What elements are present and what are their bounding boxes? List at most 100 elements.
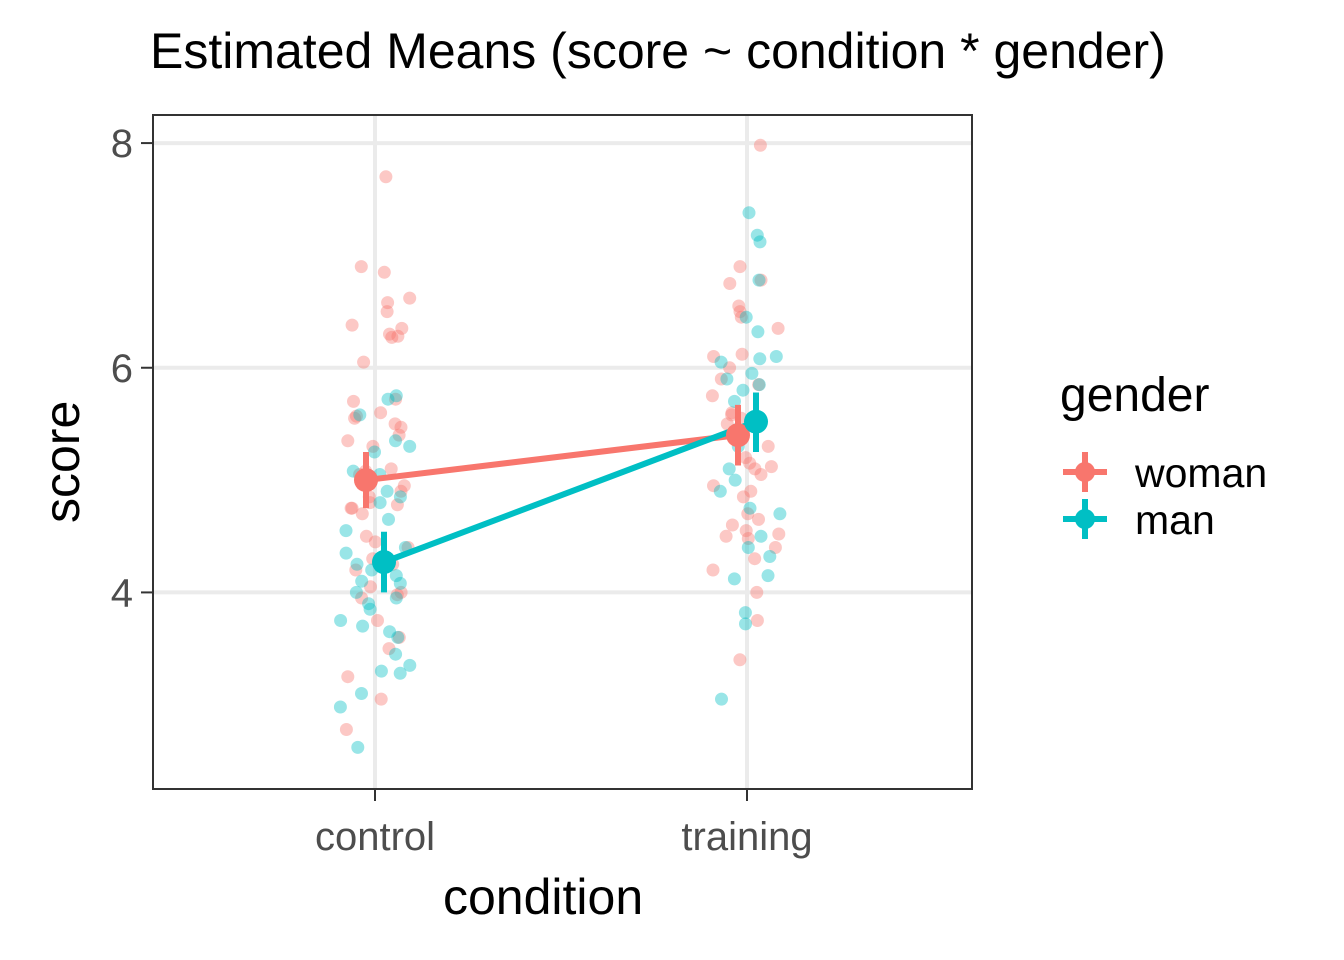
data-point-man: [403, 439, 417, 453]
data-point-man: [383, 625, 397, 639]
mean-point-man: [744, 409, 768, 434]
data-point-woman: [377, 265, 391, 279]
data-point-woman: [752, 512, 765, 526]
data-point-woman: [344, 501, 358, 515]
mean-point-woman: [354, 468, 378, 493]
data-point-woman: [345, 501, 359, 515]
legend-keys: [1063, 452, 1107, 539]
data-point-man: [403, 658, 417, 672]
mean-line-man: [382, 418, 758, 565]
data-point-woman: [719, 529, 733, 543]
data-point-woman: [706, 563, 720, 577]
mean-point-woman: [726, 423, 750, 448]
data-point-woman: [385, 330, 399, 344]
data-point-woman: [753, 138, 767, 152]
data-point-woman: [771, 321, 785, 335]
data-point-man: [720, 372, 734, 386]
data-point-man: [339, 546, 353, 560]
data-point-woman: [772, 527, 786, 541]
data-point-man: [363, 602, 377, 616]
data-point-man: [393, 576, 407, 590]
legend-key-point: [1075, 509, 1095, 529]
data-point-woman: [733, 260, 747, 274]
data-point-woman: [383, 327, 396, 341]
data-point-man: [382, 512, 395, 526]
data-point-woman: [768, 541, 782, 554]
data-point-woman: [734, 310, 748, 324]
data-point-man: [741, 541, 755, 554]
data-point-woman: [741, 507, 755, 521]
data-point-woman: [345, 318, 359, 332]
data-point-woman: [732, 299, 746, 313]
data-point-man: [714, 355, 728, 369]
grid: [153, 115, 972, 789]
data-point-man: [728, 473, 742, 487]
data-point-woman: [382, 642, 396, 656]
data-point-man: [381, 392, 395, 406]
data-point-man: [745, 366, 759, 380]
data-point-woman: [764, 460, 778, 474]
data-point-woman: [389, 392, 403, 406]
data-point-man: [374, 664, 388, 678]
data-point-woman: [395, 321, 409, 335]
data-point-woman: [355, 507, 369, 521]
axes: 4 6 8 control training: [111, 122, 813, 859]
data-point-woman: [723, 277, 737, 290]
data-point-woman: [339, 723, 353, 736]
data-point-woman: [754, 468, 768, 481]
data-point-woman: [374, 692, 388, 706]
data-point-man: [380, 484, 394, 498]
data-point-woman: [391, 329, 405, 343]
data-point-man: [736, 383, 750, 397]
data-point-woman: [743, 456, 757, 470]
data-point-man: [393, 666, 407, 680]
data-point-woman: [371, 614, 384, 627]
data-point-woman: [364, 580, 377, 594]
data-point-woman: [381, 296, 395, 310]
data-point-man: [761, 569, 775, 583]
mean-lines: [365, 418, 758, 565]
data-point-man: [393, 490, 407, 504]
data-point-man: [752, 273, 766, 287]
data-point-woman: [357, 355, 371, 369]
data-point-man: [754, 529, 768, 543]
data-point-woman: [390, 498, 404, 512]
mean-point-man: [372, 550, 396, 575]
data-point-woman: [349, 409, 363, 423]
data-point-man: [349, 585, 363, 599]
data-point-woman: [707, 479, 720, 493]
data-point-woman: [348, 411, 362, 425]
data-point-man: [350, 557, 364, 571]
data-point-woman: [347, 394, 360, 408]
legend-key-point: [1075, 462, 1095, 482]
data-point-woman: [394, 420, 408, 434]
data-point-woman: [733, 653, 747, 667]
data-point-woman: [748, 552, 762, 566]
data-point-woman: [750, 585, 764, 599]
data-point-man: [722, 462, 736, 476]
data-point-man: [751, 325, 765, 339]
data-point-woman: [341, 434, 355, 448]
data-point-woman: [707, 350, 721, 363]
x-tick-label: control: [315, 815, 435, 859]
data-point-woman: [761, 439, 775, 453]
y-axis-title: score: [34, 400, 90, 523]
data-point-woman: [725, 408, 739, 422]
data-point-woman: [752, 378, 766, 392]
data-point-man: [742, 206, 756, 220]
x-axis-title: condition: [443, 869, 644, 925]
data-point-man: [389, 591, 403, 605]
data-point-man: [769, 350, 783, 363]
data-point-man: [373, 496, 387, 510]
data-point-man: [355, 687, 368, 700]
data-point-woman: [754, 273, 768, 287]
data-point-woman: [349, 563, 363, 577]
x-tick-label: training: [681, 815, 812, 859]
data-point-man: [355, 574, 369, 588]
data-point-man: [773, 507, 787, 521]
data-point-woman: [736, 490, 750, 504]
data-point-woman: [744, 484, 758, 498]
data-point-woman: [739, 524, 753, 538]
data-point-woman: [379, 170, 393, 184]
